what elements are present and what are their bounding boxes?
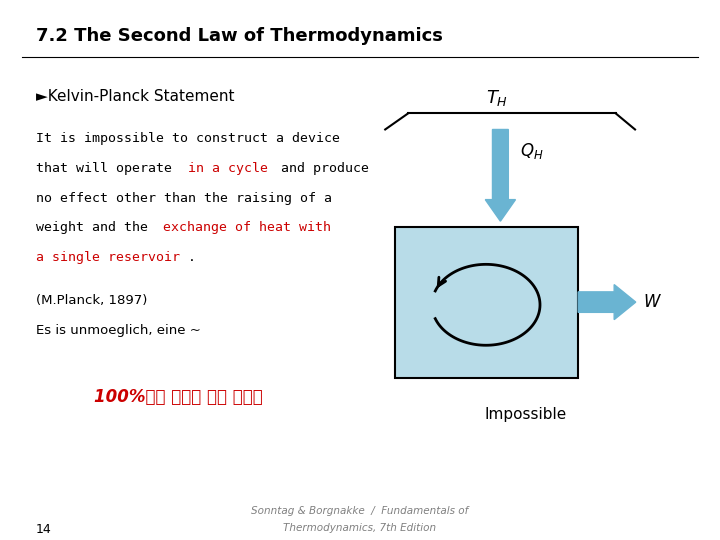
Text: $T_H$: $T_H$ [486,88,508,108]
FancyBboxPatch shape [395,227,578,377]
FancyArrow shape [485,130,516,221]
Text: 100%일로 만드는 것은 불가능: 100%일로 만드는 것은 불가능 [94,388,262,407]
Text: exchange of heat with: exchange of heat with [163,221,331,234]
Text: ►Kelvin-Planck Statement: ►Kelvin-Planck Statement [36,89,235,104]
Text: $Q_H$: $Q_H$ [520,141,544,161]
Text: Es is unmoeglich, eine ~: Es is unmoeglich, eine ~ [36,323,201,336]
Text: (M.Planck, 1897): (M.Planck, 1897) [36,294,148,307]
Text: Thermodynamics, 7th Edition: Thermodynamics, 7th Edition [284,523,436,534]
Text: 7.2 The Second Law of Thermodynamics: 7.2 The Second Law of Thermodynamics [36,27,443,45]
Text: no effect other than the raising of a: no effect other than the raising of a [36,192,332,205]
Text: weight and the: weight and the [36,221,156,234]
Text: 14: 14 [36,523,52,536]
Text: $W$: $W$ [643,293,662,311]
Text: in a cycle: in a cycle [189,162,269,175]
Text: Impossible: Impossible [485,407,567,422]
FancyArrow shape [578,285,636,320]
Text: It is impossible to construct a device: It is impossible to construct a device [36,132,340,145]
Text: Sonntag & Borgnakke  /  Fundamentals of: Sonntag & Borgnakke / Fundamentals of [251,506,469,516]
Text: and produce: and produce [273,162,369,175]
Text: a single reservoir: a single reservoir [36,251,180,264]
Text: that will operate: that will operate [36,162,180,175]
Text: .: . [189,251,197,264]
